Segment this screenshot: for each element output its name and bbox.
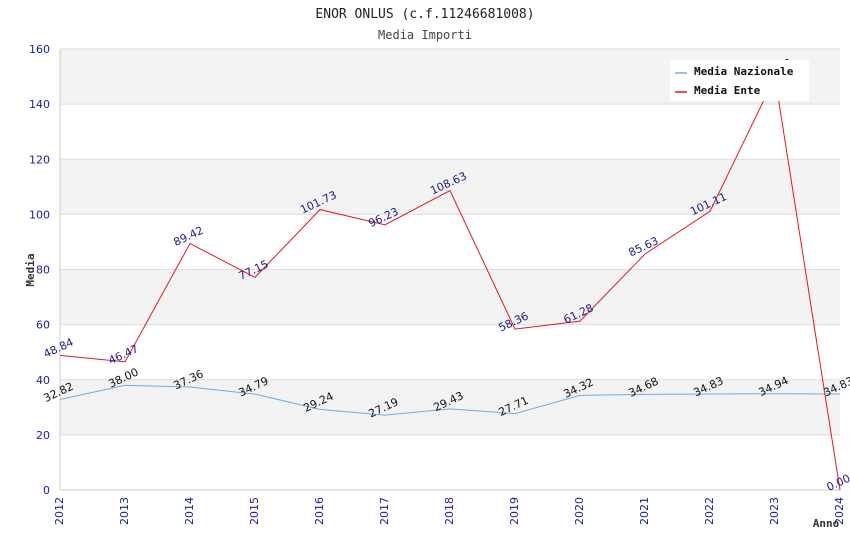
x-axis-ticks: 2012 2013 2014 2015 2016 2017 2018 2019 2020 2021… [53, 497, 846, 525]
x-tick-label: 2018 [443, 497, 456, 525]
y-axis-label: Media [24, 253, 37, 286]
y-tick-label: 140 [29, 98, 50, 111]
x-tick-label: 2013 [118, 497, 131, 525]
grid-band [60, 214, 840, 270]
y-tick-label: 80 [36, 264, 50, 277]
legend-label-ente: Media Ente [694, 84, 761, 97]
grid-band [60, 434, 840, 490]
series-line-nazionale [59, 384, 841, 416]
x-tick-label: 2021 [638, 497, 651, 525]
series-lines [59, 75, 841, 491]
chart-subtitle: Media Importi [378, 28, 472, 42]
grid-band [60, 159, 840, 215]
y-tick-label: 160 [29, 43, 50, 56]
grid-bands [60, 49, 840, 490]
legend: Media Nazionale Media Ente [670, 60, 809, 101]
y-axis-ticks: 0 20 40 60 80 100 120 140 160 [29, 43, 50, 497]
legend-box [670, 60, 809, 101]
x-axis-label: Anno [813, 517, 840, 530]
y-tick-label: 100 [29, 208, 50, 221]
x-tick-label: 2019 [508, 497, 521, 525]
x-tick-label: 2012 [53, 497, 66, 525]
axes [59, 49, 840, 491]
grid-band [60, 379, 840, 435]
y-tick-label: 120 [29, 153, 50, 166]
grid-band [60, 104, 840, 160]
y-tick-label: 60 [36, 319, 50, 332]
x-tick-label: 2024 [833, 497, 846, 525]
x-tick-label: 2014 [183, 497, 196, 525]
grid-band [60, 269, 840, 325]
y-tick-label: 40 [36, 374, 50, 387]
chart-title: ENOR ONLUS (c.f.11246681008) [315, 7, 534, 22]
legend-label-nazionale: Media Nazionale [694, 65, 794, 78]
y-tick-label: 20 [36, 429, 50, 442]
x-tick-label: 2023 [768, 497, 781, 525]
grid-band [60, 324, 840, 380]
x-tick-label: 2020 [573, 497, 586, 525]
y-tick-label: 0 [43, 484, 50, 497]
x-tick-label: 2016 [313, 497, 326, 525]
series-line-ente [59, 75, 841, 491]
x-tick-label: 2022 [703, 497, 716, 525]
x-tick-label: 2015 [248, 497, 261, 525]
x-tick-label: 2017 [378, 497, 391, 525]
